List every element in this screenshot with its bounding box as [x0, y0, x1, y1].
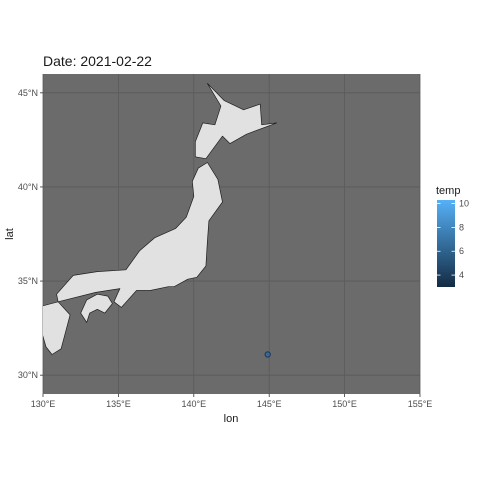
- legend-colorbar: [437, 200, 455, 287]
- land-hokkaido: [194, 83, 278, 160]
- x-tick-label: 145°E: [257, 399, 282, 409]
- x-tick-label: 135°E: [106, 399, 131, 409]
- legend-tick-label: 8: [459, 222, 464, 232]
- x-axis: 130°E 135°E 140°E 145°E 150°E 155°E: [31, 394, 433, 409]
- data-points: [264, 351, 271, 358]
- x-tick-label: 130°E: [31, 399, 56, 409]
- y-tick-label: 45°N: [18, 88, 38, 98]
- color-legend: temp 4 6 8 10: [436, 185, 469, 287]
- x-axis-title: lon: [224, 413, 239, 425]
- legend-tick-label: 10: [459, 199, 469, 209]
- x-tick-label: 140°E: [181, 399, 206, 409]
- y-tick-label: 30°N: [18, 370, 38, 380]
- map-layer: [43, 83, 278, 358]
- y-axis-title: lat: [4, 228, 16, 240]
- legend-title: temp: [436, 185, 460, 197]
- data-point: [264, 351, 271, 358]
- land-kyushu: [43, 301, 71, 355]
- x-tick-label: 155°E: [408, 399, 433, 409]
- y-axis: 30°N 35°N 40°N 45°N: [18, 88, 43, 380]
- y-tick-label: 35°N: [18, 276, 38, 286]
- x-tick-label: 150°E: [332, 399, 357, 409]
- land-honshu: [56, 162, 223, 308]
- land-shikoku: [80, 293, 113, 323]
- land-polygons: [43, 83, 278, 355]
- chart-title: Date: 2021-02-22: [43, 53, 152, 69]
- legend-tick-label: 4: [459, 270, 464, 280]
- y-tick-label: 40°N: [18, 182, 38, 192]
- legend-tick-label: 6: [459, 246, 464, 256]
- legend-ticks: 4 6 8 10: [437, 199, 469, 280]
